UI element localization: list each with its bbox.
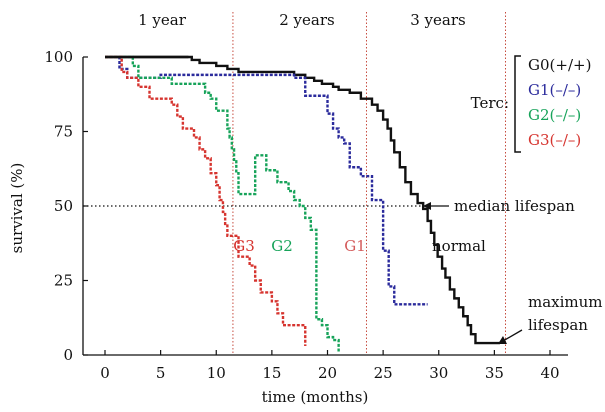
x-tick-label-40: 40 [540,364,559,382]
y-tick-label-75: 75 [54,123,73,141]
x-tick-label-5: 5 [156,364,166,382]
plot-area: 0 5 10 15 20 25 30 35 40 0 25 50 75 100 [44,12,568,382]
y-tick-label-50: 50 [54,197,73,215]
g1-curve-label: G1 [344,237,366,255]
period-label-3-years: 3 years [410,11,465,29]
x-tick-label-30: 30 [429,364,448,382]
legend-entry-g2: G2(–/–) [528,106,581,124]
series-line-g3 [105,55,307,347]
x-tick-label-0: 0 [100,364,110,382]
annotations: median lifespan normal maximum lifespan … [233,197,603,344]
period-labels: 1 year 2 years 3 years [138,11,466,29]
legend-entry-g1: G1(–/–) [528,81,581,99]
y-tick-label-100: 100 [44,48,73,66]
x-tick-label-35: 35 [485,364,504,382]
g2-curve-label: G2 [271,237,293,255]
g3-curve-label: G3 [233,237,255,255]
x-axis-label: time (months) [262,388,369,406]
series-line-g2 [105,55,340,353]
legend-entry-g3: G3(–/–) [528,131,581,149]
y-tick-label-0: 0 [63,346,73,364]
x-tick-label-10: 10 [207,364,226,382]
x-tick-label-20: 20 [318,364,337,382]
normal-label: normal [432,237,486,255]
x-tick-label-25: 25 [374,364,393,382]
maximum-arrowhead [498,336,507,344]
median-arrowhead [423,202,431,210]
maximum-lifespan-label-2: lifespan [528,316,588,334]
series-line-g1 [105,55,428,306]
period-label-2-years: 2 years [279,11,334,29]
legend-entry-g0: G0(+/+) [528,56,591,74]
x-tick-label-15: 15 [262,364,281,382]
series-line-g0 [105,55,500,345]
y-axis-label: survival (%) [8,163,26,254]
period-label-1-year: 1 year [138,11,187,29]
maximum-arrow [502,329,523,342]
legend-bracket [514,55,521,153]
maximum-lifespan-label-1: maximum [528,293,603,311]
legend: Terc: G0(+/+) G1(–/–) G2(–/–) G3(–/–) [471,55,591,153]
y-tick-label-25: 25 [54,272,73,290]
median-lifespan-label: median lifespan [454,197,575,215]
legend-title: Terc: [471,94,509,112]
